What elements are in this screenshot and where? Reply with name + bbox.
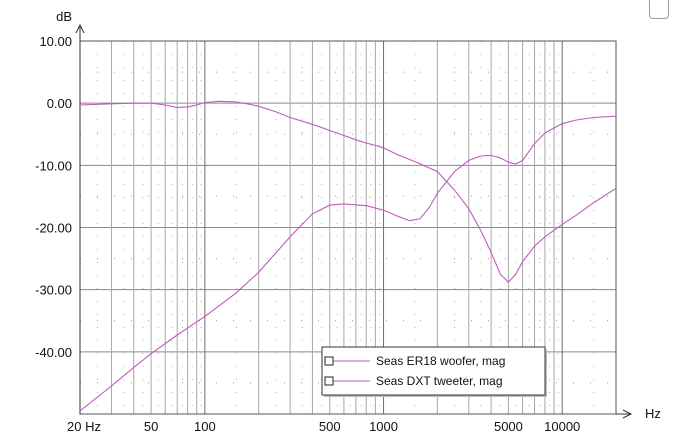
y-tick-label: -20.00: [35, 221, 72, 236]
x-tick-label: 500: [319, 419, 341, 434]
series-line-1: [79, 100, 617, 283]
legend-box: [321, 346, 546, 396]
x-tick-label: 1000: [369, 419, 398, 434]
x-tick-label: 100: [194, 419, 216, 434]
legend-entry: Seas ER18 woofer, mag: [376, 354, 505, 368]
y-axis-arrow: [75, 23, 85, 34]
legend-entry: Seas DXT tweeter, mag: [376, 374, 503, 388]
tick-labels: 10.00 0.00 -10.00 -20.00 -30.00 -40.00 dB 20 Hz…: [35, 9, 661, 434]
y-tick-label: -30.00: [35, 283, 72, 298]
legend-marker: [324, 356, 334, 366]
x-axis-arrow: [622, 409, 633, 419]
y-tick-label: 10.00: [39, 34, 72, 49]
axes: [75, 23, 633, 419]
x-axis-unit-label: Hz: [645, 406, 661, 421]
x-tick-label: 5000: [494, 419, 523, 434]
x-tick-label: 20 Hz: [67, 419, 101, 434]
series-line-2: [79, 115, 617, 412]
legend-marker: [324, 376, 334, 386]
y-axis-unit-label: dB: [56, 9, 72, 24]
y-tick-label: -10.00: [35, 158, 72, 173]
y-tick-label: 0.00: [47, 96, 72, 111]
window-button[interactable]: [649, 0, 669, 19]
y-tick-label: -40.00: [35, 345, 72, 360]
series: [79, 100, 617, 412]
x-tick-label: 10000: [544, 419, 580, 434]
legend: Seas ER18 woofer, mag Seas DXT tweeter, m…: [321, 346, 547, 397]
x-tick-label: 50: [144, 419, 158, 434]
